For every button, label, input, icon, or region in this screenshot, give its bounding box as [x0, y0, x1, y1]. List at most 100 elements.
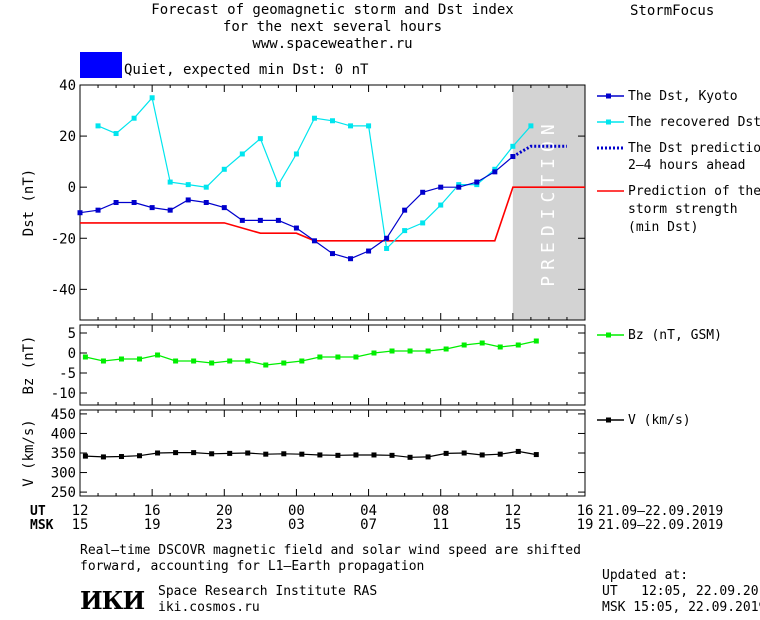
bz-point [155, 352, 161, 358]
bz-point [461, 342, 467, 348]
dst-kyoto-point [95, 207, 101, 213]
dst-kyoto-point [185, 197, 191, 203]
bz-point [335, 354, 341, 360]
dst-kyoto-point [293, 225, 299, 231]
bz-y-tick-label: 0 [68, 346, 76, 362]
dst-kyoto-point [257, 217, 263, 223]
solar-wind-speed-point [100, 454, 106, 460]
legend-min-dst-3: (min Dst) [628, 220, 698, 235]
dst-prediction-line [512, 144, 567, 158]
legend-min-dst: Prediction of the [628, 184, 760, 199]
solar-wind-speed-point [245, 450, 251, 456]
recovered-dst-point [420, 220, 426, 226]
solar-wind-speed-point [425, 454, 431, 460]
bz-point [173, 358, 179, 364]
dst-y-tick-label: 20 [59, 129, 76, 145]
solar-wind-speed-point [515, 448, 521, 454]
chart-title-line2: for the next several hours [222, 19, 443, 35]
recovered-dst-point [95, 123, 101, 129]
msk-tick-label: 15 [72, 517, 89, 533]
recovered-dst-point [402, 228, 408, 234]
institute-site[interactable]: iki.cosmos.ru [158, 600, 260, 615]
msk-tick-label: 15 [504, 517, 521, 533]
solar-wind-speed-legend-marker [606, 417, 611, 423]
solar-wind-speed-point [497, 451, 503, 457]
bz-point [371, 350, 377, 356]
prediction-zone [512, 85, 585, 320]
solar-wind-speed-point [155, 450, 161, 456]
solar-wind-speed-point [173, 450, 179, 456]
dst-kyoto-point [113, 200, 119, 205]
ut-tick-label: 16 [144, 503, 161, 519]
dst-kyoto-point [420, 189, 426, 195]
dst-kyoto-point [221, 205, 227, 211]
v-y-tick-label: 350 [51, 446, 76, 462]
recovered-dst-point [239, 151, 245, 157]
recovered-dst-point [384, 245, 390, 251]
ut-tick-label: 04 [360, 503, 377, 519]
bz-point [407, 348, 413, 354]
solar-wind-speed-point [281, 451, 287, 457]
bz-frame [79, 324, 586, 406]
dst-kyoto-point [492, 169, 498, 175]
recovered-dst-point [492, 166, 498, 172]
quiet-status-swatch [80, 52, 122, 78]
recovered-dst-point [293, 151, 299, 157]
recovered-dst-point [131, 115, 137, 121]
bz-point [191, 358, 197, 364]
solar-wind-speed-point [461, 450, 467, 456]
v-y-axis-label: V (km/s) [21, 419, 37, 486]
msk-tick-label: 11 [432, 517, 449, 533]
recovered-dst-point [185, 182, 191, 188]
dst-kyoto-point [438, 184, 444, 190]
dst-kyoto-point [275, 217, 281, 223]
updated-msk: MSK 15:05, 22.09.2019 [602, 600, 760, 615]
bz-point [353, 354, 359, 360]
prediction-label: PREDICTION [538, 118, 559, 286]
recovered-dst-point [275, 182, 281, 188]
bz-point [497, 344, 503, 350]
solar-wind-speed-point [299, 451, 305, 457]
recovered-dst-point [456, 182, 462, 188]
solar-wind-speed-point [407, 454, 413, 460]
dst-kyoto-point [131, 200, 137, 205]
msk-tick-label: 03 [288, 517, 305, 533]
source-url[interactable]: www.spaceweather.ru [252, 36, 413, 52]
updated-label: Updated at: [602, 568, 689, 583]
solar-wind-speed-point [353, 452, 359, 458]
bz-point [533, 338, 539, 344]
dst-kyoto-point [149, 205, 155, 211]
solar-wind-speed-point [191, 450, 197, 456]
bz-y-tick-label: -10 [51, 386, 76, 402]
recovered-dst-point [221, 166, 227, 172]
dst-y-tick-label: -20 [51, 231, 76, 247]
dst-kyoto-point [510, 154, 516, 160]
recovered-dst-point [149, 95, 155, 101]
legend-dst-prediction: The Dst prediction [628, 141, 760, 156]
legend-bz: Bz (nT, GSM) [628, 328, 722, 343]
iki-logo: ИКИ [80, 586, 145, 615]
bz-point [515, 342, 521, 348]
solar-wind-speed-point [227, 450, 233, 456]
bz-point [245, 358, 251, 364]
dst-kyoto-point [348, 256, 354, 262]
bz-point [227, 358, 233, 364]
solar-wind-speed-point [389, 452, 395, 458]
solar-wind-speed-point [371, 452, 377, 458]
updated-ut: UT 12:05, 22.09.2019 [602, 584, 760, 599]
dst-kyoto-point [384, 235, 390, 241]
ut-tick-label: 00 [288, 503, 305, 519]
dst-y-tick-label: 0 [68, 180, 76, 196]
bz-point [281, 360, 287, 366]
solar-wind-speed-point [118, 454, 124, 460]
msk-row-label: MSK [30, 518, 54, 533]
recovered-dst-point [474, 182, 480, 188]
legend-dst-kyoto: The Dst, Kyoto [628, 89, 738, 104]
recovered-dst-point [528, 123, 534, 129]
dst-y-tick-label: 40 [59, 78, 76, 94]
dst-kyoto-point [474, 179, 480, 185]
recovered-dst-point [203, 184, 209, 190]
bz-point [82, 354, 88, 360]
dst-kyoto-point [330, 251, 335, 257]
institute-name: Space Research Institute RAS [158, 584, 378, 599]
